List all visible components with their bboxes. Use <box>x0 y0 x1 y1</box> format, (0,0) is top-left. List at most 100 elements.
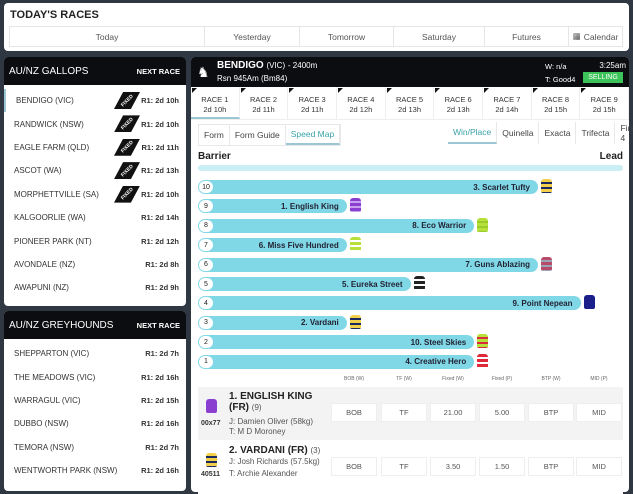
list-item[interactable]: MORPHETTVILLE (SA) FIXED R1: 2d 10h <box>4 183 186 206</box>
column-header: BTP (W) <box>541 376 561 382</box>
tab-calendar[interactable]: ▦ Calendar <box>569 27 622 46</box>
tab-futures[interactable]: Futures <box>485 27 569 46</box>
tab-trifecta[interactable]: Trifecta <box>576 122 616 144</box>
next-race-time: R1: 2d 11h <box>141 142 179 152</box>
list-item[interactable]: DUBBO (NSW) R1: 2d 16h <box>4 412 186 435</box>
tab-today[interactable]: Today <box>10 27 205 46</box>
tab-first-4[interactable]: First 4 <box>620 123 633 143</box>
venue-name: AWAPUNI (NZ) <box>14 283 69 293</box>
column-header: BOB (W) <box>344 376 364 382</box>
price-button[interactable]: MID <box>576 403 622 422</box>
list-item[interactable]: TEMORA (NSW) R1: 2d 7h <box>4 436 186 459</box>
list-item[interactable]: ASCOT (WA) FIXED R1: 2d 13h <box>4 159 186 182</box>
list-item[interactable]: BENDIGO (VIC) FIXED R1: 2d 10h <box>4 89 186 113</box>
race-tab[interactable]: RACE 3 2d 11h <box>288 87 338 119</box>
gallops-panel: AU/NZ GALLOPS NEXT RACE BENDIGO (VIC) FIXE… <box>4 57 186 306</box>
runner-name-text: 2. VARDANI (FR) <box>229 445 308 456</box>
page-title: TODAY'S RACES <box>10 9 99 21</box>
price-button[interactable]: TF <box>381 457 427 476</box>
race-tab[interactable]: RACE 2 2d 11h <box>240 87 289 119</box>
list-item[interactable]: KALGOORLIE (WA) R1: 2d 14h <box>4 206 186 229</box>
list-item[interactable]: WENTWORTH PARK (NSW) R1: 2d 16h <box>4 459 186 482</box>
next-race-time: R1: 2d 16h <box>141 372 179 382</box>
runner-row[interactable]: 40511 2. VARDANI (FR) (3) J: Josh Richards… <box>198 441 623 494</box>
list-item[interactable]: EAGLE FARM (QLD) FIXED R1: 2d 11h <box>4 136 186 159</box>
barrier-number: 6 <box>199 258 213 271</box>
jockey-silk-icon <box>349 237 361 252</box>
next-race-time: R1: 2d 10h <box>141 119 179 129</box>
lead-label: Lead <box>599 151 623 162</box>
race-tab-time: 2d 12h <box>349 105 373 114</box>
price-button[interactable]: MID <box>576 457 622 476</box>
race-tab[interactable]: RACE 1 2d 10h <box>191 87 240 119</box>
next-race-time: R1: 2d 7h <box>145 349 179 359</box>
next-race-time: R1: 2d 10h <box>141 96 179 106</box>
runner-name[interactable]: 1. ENGLISH KING (FR) (9) <box>229 391 329 413</box>
price-button[interactable]: BTP <box>528 403 574 422</box>
greyhounds-panel: AU/NZ GREYHOUNDS NEXT RACE SHEPPARTON (VI… <box>4 311 186 491</box>
list-item[interactable]: AWAPUNI (NZ) R1: 2d 9h <box>4 276 186 299</box>
tab-form[interactable]: Form <box>199 125 230 145</box>
todays-races-panel: TODAY'S RACES Today Yesterday Tomorrow S… <box>4 3 629 51</box>
race-tab-label: RACE 4 <box>347 95 375 104</box>
list-item[interactable]: WARRAGUL (VIC) R1: 2d 15h <box>4 389 186 412</box>
tab-win-place[interactable]: Win/Place <box>448 122 498 144</box>
fixed-badge: FIXED <box>114 115 140 133</box>
race-tab[interactable]: RACE 6 2d 13h <box>434 87 484 119</box>
fixed-badge-label: FIXED <box>119 163 135 179</box>
list-item[interactable]: SHEPPARTON (VIC) R1: 2d 7h <box>4 342 186 365</box>
column-header: Fixed (W) <box>442 376 464 382</box>
next-race-time: R1: 2d 16h <box>141 419 179 429</box>
gallops-list: BENDIGO (VIC) FIXED R1: 2d 10h RANDWICK (NS… <box>4 85 186 300</box>
barrier-number: 4 <box>199 297 213 310</box>
runner-row[interactable]: 00x77 1. ENGLISH KING (FR) (9) J: Damien O… <box>198 387 623 440</box>
speed-bar: 8. Eco Warrior <box>198 218 475 233</box>
price-button[interactable]: BOB <box>331 403 377 422</box>
fixed-badge-label: FIXED <box>119 116 135 132</box>
price-button[interactable]: BTP <box>528 457 574 476</box>
venue-name: PIONEER PARK (NT) <box>14 236 92 246</box>
list-item[interactable]: THE MEADOWS (VIC) R1: 2d 16h <box>4 365 186 388</box>
state: (VIC) <box>266 61 286 70</box>
tab-tomorrow[interactable]: Tomorrow <box>300 27 394 46</box>
runner-name-text: 1. ENGLISH KING (FR) <box>229 391 313 413</box>
race-header: ♞ BENDIGO (VIC) - 2400m Rsn 945Am (Bm84)… <box>191 57 629 87</box>
race-time: 3:25am <box>599 61 626 70</box>
price-button[interactable]: TF <box>381 403 427 422</box>
tab-form-guide[interactable]: Form Guide <box>230 125 286 145</box>
tab-yesterday[interactable]: Yesterday <box>205 27 300 46</box>
race-tab[interactable]: RACE 9 2d 15h <box>580 87 629 119</box>
race-tab-label: RACE 8 <box>541 95 570 104</box>
race-tab-label: RACE 2 <box>249 95 278 104</box>
price-button[interactable]: BOB <box>331 457 377 476</box>
tab-quinella[interactable]: Quinella <box>497 122 540 144</box>
tab-saturday[interactable]: Saturday <box>394 27 485 46</box>
race-tab[interactable]: RACE 8 2d 15h <box>532 87 581 119</box>
race-tab-time: 2d 13h <box>446 105 470 114</box>
venue-name: EAGLE FARM (QLD) <box>14 142 90 152</box>
race-tab[interactable]: RACE 7 2d 14h <box>483 87 532 119</box>
runner-name[interactable]: 2. VARDANI (FR) (3) <box>229 445 389 456</box>
race-tab-label: RACE 7 <box>493 95 521 104</box>
tab-speed-map[interactable]: Speed Map <box>285 125 341 145</box>
barrier-number: 5 <box>199 278 213 290</box>
speed-bar: 3. Scarlet Tufty <box>198 180 538 194</box>
venue-name: BENDIGO (VIC) <box>16 96 74 106</box>
race-tab-time: 2d 11h <box>252 105 275 114</box>
trainer: T: Archie Alexander <box>229 469 298 478</box>
tab-exacta[interactable]: Exacta <box>539 122 577 144</box>
price-button[interactable]: 5.00 <box>479 403 525 422</box>
list-item[interactable]: PIONEER PARK (NT) R1: 2d 12h <box>4 229 186 252</box>
price-button[interactable]: 3.50 <box>430 457 476 476</box>
form-figures: 00x77 <box>201 420 221 427</box>
gallops-title: AU/NZ GALLOPS <box>9 65 89 77</box>
race-tab[interactable]: RACE 4 2d 12h <box>337 87 386 119</box>
barrier-number: 9 <box>199 200 213 213</box>
jockey-silk-icon <box>477 217 489 232</box>
race-tab[interactable]: RACE 5 2d 13h <box>386 87 435 119</box>
jockey-silk-icon <box>206 399 217 413</box>
list-item[interactable]: RANDWICK (NSW) FIXED R1: 2d 10h <box>4 112 186 135</box>
price-button[interactable]: 21.00 <box>430 403 476 422</box>
list-item[interactable]: AVONDALE (NZ) R1: 2d 8h <box>4 253 186 276</box>
price-button[interactable]: 1.50 <box>479 457 525 476</box>
